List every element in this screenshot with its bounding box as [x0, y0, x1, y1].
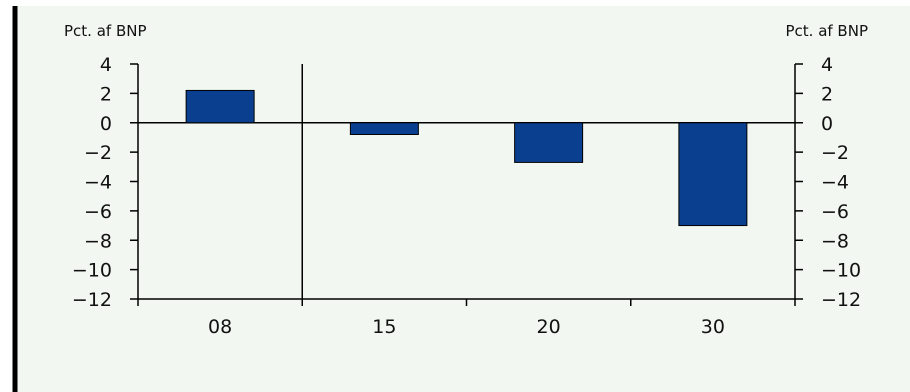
y-tick-label-left: 2 — [100, 83, 112, 105]
y-tick-label-left: 0 — [100, 113, 112, 135]
y-tick-label-left: −10 — [72, 260, 112, 282]
y-tick-label-left: −8 — [84, 230, 112, 252]
bar-15 — [349, 122, 419, 135]
y-tick-label-right: −12 — [821, 289, 861, 311]
bar-20 — [514, 122, 584, 163]
y-tick-label-right: 0 — [821, 113, 833, 135]
y-tick-label-right: −4 — [821, 172, 849, 194]
bar-30 — [678, 122, 748, 227]
bars-layer — [185, 89, 748, 227]
y-tick-label-right: −2 — [821, 142, 849, 164]
y-tick-label-left: 4 — [100, 54, 112, 76]
x-category-label: 20 — [537, 316, 561, 338]
x-category-label: 30 — [701, 316, 725, 338]
y-tick-label-right: 2 — [821, 83, 833, 105]
right-axis-unit-label: Pct. af BNP — [785, 22, 868, 40]
y-tick-label-right: −10 — [821, 260, 861, 282]
y-tick-label-right: −8 — [821, 230, 849, 252]
bar-08 — [185, 89, 255, 124]
y-tick-label-left: −2 — [84, 142, 112, 164]
x-category-label: 15 — [372, 316, 396, 338]
y-tick-label-right: −6 — [821, 201, 849, 223]
y-tick-label-left: −12 — [72, 289, 112, 311]
y-tick-label-left: −4 — [84, 172, 112, 194]
left-axis-unit-label: Pct. af BNP — [64, 22, 147, 40]
y-tick-label-left: −6 — [84, 201, 112, 223]
y-tick-label-right: 4 — [821, 54, 833, 76]
x-category-label: 08 — [208, 316, 232, 338]
chart-background — [14, 6, 910, 392]
